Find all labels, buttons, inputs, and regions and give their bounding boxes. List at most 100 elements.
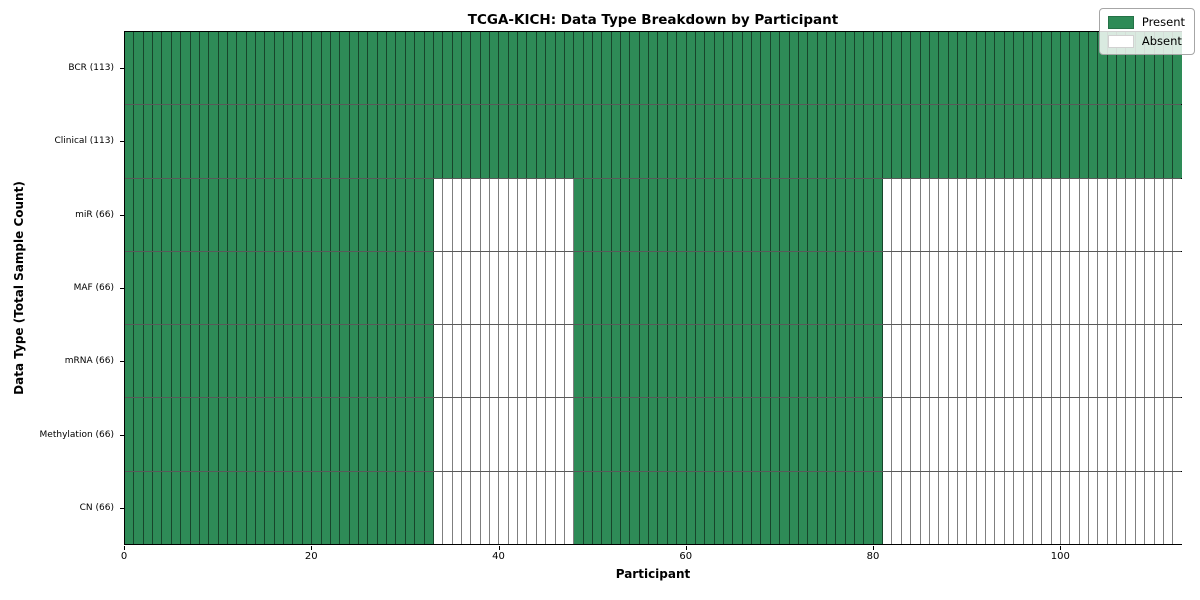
- heatmap-cell-absent: [1107, 471, 1118, 544]
- heatmap-cell-present: [705, 251, 715, 325]
- heatmap-cell-present: [199, 178, 210, 251]
- heatmap-cell-absent: [967, 398, 977, 471]
- heatmap-row: [125, 471, 1182, 544]
- heatmap-cell-present: [415, 398, 425, 471]
- heatmap-cell-absent: [536, 178, 547, 251]
- heatmap-cell-present: [1135, 32, 1146, 105]
- heatmap-cell-present: [293, 105, 303, 178]
- x-axis-label: Participant: [615, 567, 691, 581]
- heatmap-cell-present: [621, 32, 631, 105]
- heatmap-cell-present: [143, 178, 154, 251]
- heatmap-cell-present: [143, 471, 154, 544]
- heatmap-cell-absent: [1098, 471, 1108, 544]
- heatmap-cell-present: [976, 105, 987, 178]
- heatmap-cell-present: [143, 32, 154, 105]
- heatmap-cell-present: [1060, 105, 1071, 178]
- heatmap-cell-present: [490, 32, 500, 105]
- heatmap-cell-present: [134, 471, 144, 544]
- heatmap-cell-present: [312, 398, 322, 471]
- heatmap-cell-absent: [433, 325, 444, 398]
- heatmap-cell-present: [199, 251, 210, 325]
- heatmap-cell-present: [798, 251, 809, 325]
- heatmap-cell-present: [639, 325, 650, 398]
- heatmap-cell-absent: [1023, 251, 1033, 325]
- heatmap-cell-present: [405, 398, 416, 471]
- heatmap-cell-absent: [1117, 398, 1127, 471]
- heatmap-cell-present: [162, 105, 172, 178]
- heatmap-cell-absent: [1173, 471, 1182, 544]
- heatmap-cell-present: [1107, 32, 1118, 105]
- heatmap-cell-present: [424, 105, 434, 178]
- heatmap-cell-absent: [1060, 398, 1071, 471]
- heatmap-cell-present: [826, 32, 837, 105]
- heatmap-cell-present: [405, 178, 416, 251]
- heatmap-cell-present: [658, 398, 668, 471]
- heatmap-cell-absent: [1135, 251, 1146, 325]
- heatmap-cell-absent: [901, 471, 912, 544]
- heatmap-cell-present: [330, 178, 341, 251]
- heatmap-cell-absent: [1089, 325, 1099, 398]
- heatmap-cell-absent: [518, 178, 528, 251]
- heatmap-cell-absent: [883, 178, 893, 251]
- heatmap-cell-present: [162, 178, 172, 251]
- heatmap-cell-absent: [1126, 251, 1136, 325]
- heatmap-cell-present: [415, 32, 425, 105]
- heatmap-cell-present: [246, 105, 257, 178]
- heatmap-cell-present: [227, 471, 238, 544]
- heatmap-cell-absent: [957, 471, 968, 544]
- chart-title: TCGA-KICH: Data Type Breakdown by Partic…: [467, 12, 839, 28]
- heatmap-cell-present: [1070, 105, 1080, 178]
- heatmap-cell-absent: [1107, 325, 1118, 398]
- heatmap-cell-present: [387, 105, 397, 178]
- heatmap-cell-present: [602, 251, 612, 325]
- heatmap-cell-absent: [1117, 178, 1127, 251]
- heatmap-cell-present: [349, 398, 359, 471]
- heatmap-cell-present: [396, 471, 406, 544]
- heatmap-cell-present: [153, 325, 163, 398]
- heatmap-cell-absent: [1042, 325, 1052, 398]
- heatmap-cell-present: [1098, 32, 1108, 105]
- heatmap-cell-present: [302, 32, 313, 105]
- heatmap-cell-present: [817, 471, 827, 544]
- heatmap-cell-present: [153, 251, 163, 325]
- heatmap-cell-present: [377, 178, 388, 251]
- heatmap-cell-present: [658, 32, 668, 105]
- heatmap-cell-absent: [1098, 325, 1108, 398]
- heatmap-cell-absent: [555, 251, 565, 325]
- heatmap-cell-present: [162, 251, 172, 325]
- heatmap-cell-absent: [911, 398, 921, 471]
- heatmap-cell-present: [499, 32, 509, 105]
- y-tick-mark: [120, 434, 124, 436]
- heatmap-cell-present: [826, 325, 837, 398]
- heatmap-cell-present: [433, 32, 444, 105]
- heatmap-cell-absent: [948, 178, 958, 251]
- heatmap-cell-present: [695, 178, 706, 251]
- heatmap-cell-present: [209, 325, 219, 398]
- heatmap-cell-absent: [1032, 178, 1043, 251]
- heatmap-cell-present: [415, 251, 425, 325]
- heatmap-cell-absent: [1126, 398, 1136, 471]
- heatmap-cell-present: [855, 471, 865, 544]
- heatmap-cell-absent: [480, 325, 491, 398]
- heatmap-cell-present: [499, 105, 509, 178]
- heatmap-cell-absent: [1173, 398, 1182, 471]
- y-tick-label: mRNA (66): [64, 356, 114, 367]
- heatmap-cell-present: [957, 105, 968, 178]
- y-tick-label: Clinical (113): [54, 136, 114, 147]
- heatmap-cell-absent: [490, 178, 500, 251]
- heatmap-cell-present: [630, 325, 640, 398]
- heatmap-cell-present: [302, 471, 313, 544]
- heatmap-cell-present: [199, 105, 210, 178]
- heatmap-cell-present: [387, 398, 397, 471]
- x-tick-label: 60: [679, 551, 693, 562]
- heatmap-cell-present: [611, 105, 622, 178]
- heatmap-cell-absent: [461, 325, 472, 398]
- heatmap-cell-present: [752, 178, 762, 251]
- heatmap-cell-present: [658, 251, 668, 325]
- heatmap-cell-present: [780, 471, 790, 544]
- heatmap-cell-present: [274, 105, 285, 178]
- heatmap-cell-present: [789, 178, 799, 251]
- heatmap-cell-absent: [1154, 398, 1164, 471]
- heatmap-cell-present: [396, 398, 406, 471]
- heatmap-cell-present: [1042, 105, 1052, 178]
